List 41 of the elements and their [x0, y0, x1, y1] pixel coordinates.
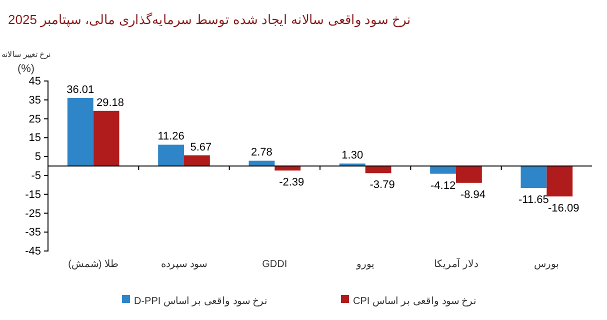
data-label: -2.39	[279, 176, 304, 189]
legend-label: نرخ سود واقعی بر اساس D-PPI	[134, 296, 268, 307]
data-label: 5.67	[190, 141, 212, 154]
bar	[456, 166, 482, 183]
data-label: -8.94	[460, 188, 486, 201]
data-label: 36.01	[66, 84, 94, 96]
bar	[248, 160, 275, 166]
x-tick-label: سود سپرده	[161, 259, 207, 270]
chart-title: نرخ سود واقعی سالانه ایجاد شده توسط سرمایه‌گذاری مالی، سپتامبر 2025	[8, 12, 412, 28]
y-tick-label: -35	[25, 226, 41, 239]
y-tick-label: 25	[28, 113, 41, 126]
y-tick-label: -25	[25, 208, 41, 220]
x-tick-label: GDDI	[262, 259, 288, 270]
y-tick-label: -45	[25, 246, 41, 258]
x-tick-label: طلا (شمش)	[68, 259, 119, 270]
data-label: 11.26	[158, 130, 184, 143]
y-tick-label: -15	[25, 188, 41, 201]
x-tick-label: یورو	[355, 259, 374, 270]
y-tick-label: 15	[28, 132, 41, 144]
y-tick-label: 45	[28, 76, 41, 88]
legend-label: نرخ سود واقعی بر اساس CPI	[353, 296, 477, 307]
bar	[158, 144, 184, 166]
y-tick-label: -5	[31, 170, 41, 182]
data-label: 1.30	[342, 150, 364, 162]
data-label: -11.65	[518, 194, 549, 206]
y-axis-title: نرخ تغییر سالانه (%)	[1, 50, 51, 75]
y-tick-label: 5	[34, 151, 41, 164]
bar	[93, 110, 120, 166]
bar	[184, 155, 210, 166]
data-label: -16.09	[548, 202, 580, 214]
data-label: -3.79	[370, 179, 395, 192]
bar	[520, 166, 547, 188]
bar	[430, 166, 456, 174]
data-label: 2.78	[251, 146, 272, 159]
y-tick-label: 35	[28, 94, 41, 106]
bar	[67, 98, 94, 166]
x-tick-label: دلار آمریکا	[434, 257, 478, 270]
bar	[546, 166, 573, 196]
data-label: 29.18	[96, 96, 124, 109]
data-label: -4.12	[430, 180, 456, 192]
x-tick-label: بورس	[534, 259, 560, 270]
